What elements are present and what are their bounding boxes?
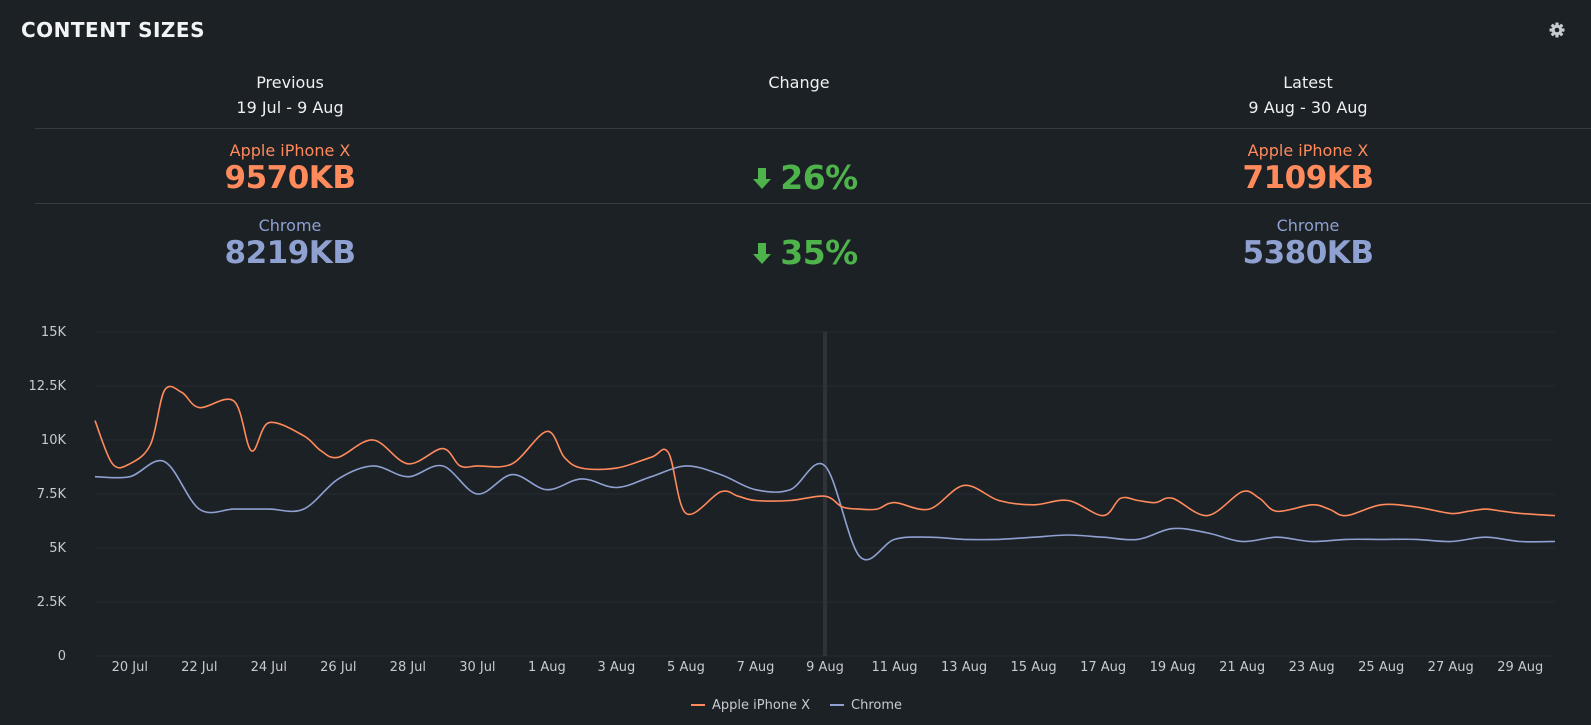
gear-icon[interactable]	[1547, 20, 1567, 40]
arrow-down-icon	[753, 243, 772, 264]
previous-iphone-metric: Apple iPhone X 9570KB	[90, 141, 490, 195]
device-label: Chrome	[258, 216, 322, 235]
y-tick-label: 10K	[41, 433, 67, 448]
x-tick-label: 23 Aug	[1289, 660, 1335, 675]
legend-label: Apple iPhone X	[712, 698, 810, 713]
x-tick-label: 25 Aug	[1358, 660, 1404, 675]
x-tick-label: 20 Jul	[112, 660, 148, 675]
x-tick-label: 1 Aug	[528, 660, 566, 675]
latest-iphone-metric: Apple iPhone X 7109KB	[1108, 141, 1508, 195]
change-value: 35%	[780, 233, 858, 272]
x-tick-label: 24 Jul	[251, 660, 287, 675]
chrome-change: 35%	[705, 233, 905, 272]
previous-heading: Previous	[256, 73, 324, 92]
latest-column-header: Latest 9 Aug - 30 Aug	[1108, 70, 1508, 120]
iphone-series-line	[94, 385, 1556, 517]
metric-value: 9570KB	[224, 160, 356, 196]
chrome-series-line	[94, 459, 1556, 561]
legend-label: Chrome	[851, 698, 902, 713]
x-tick-label: 30 Jul	[459, 660, 495, 675]
arrow-down-icon	[753, 168, 772, 189]
metric-value: 7109KB	[1242, 160, 1374, 196]
previous-column-header: Previous 19 Jul - 9 Aug	[90, 70, 490, 120]
x-tick-label: 17 Aug	[1080, 660, 1126, 675]
x-tick-label: 3 Aug	[598, 660, 636, 675]
x-tick-label: 13 Aug	[941, 660, 987, 675]
x-tick-label: 29 Aug	[1497, 660, 1543, 675]
device-label: Chrome	[1276, 216, 1340, 235]
device-label: Apple iPhone X	[1247, 141, 1369, 160]
x-tick-label: 9 Aug	[806, 660, 844, 675]
latest-date-range: 9 Aug - 30 Aug	[1248, 98, 1368, 117]
y-tick-label: 15K	[41, 325, 67, 340]
previous-chrome-metric: Chrome 8219KB	[90, 216, 490, 270]
metric-value: 8219KB	[224, 235, 356, 271]
x-tick-label: 22 Jul	[181, 660, 217, 675]
x-tick-label: 15 Aug	[1011, 660, 1057, 675]
y-tick-label: 0	[58, 649, 66, 664]
x-tick-label: 21 Aug	[1219, 660, 1265, 675]
change-column-header: Change	[599, 70, 999, 95]
divider	[35, 203, 1591, 204]
latest-heading: Latest	[1283, 73, 1333, 92]
y-tick-label: 5K	[49, 541, 66, 556]
x-tick-label: 19 Aug	[1150, 660, 1196, 675]
x-tick-label: 27 Aug	[1428, 660, 1474, 675]
change-heading: Change	[768, 73, 830, 92]
x-tick-label: 5 Aug	[667, 660, 705, 675]
x-tick-label: 7 Aug	[737, 660, 775, 675]
y-tick-label: 12.5K	[29, 379, 67, 394]
device-label: Apple iPhone X	[229, 141, 351, 160]
previous-date-range: 19 Jul - 9 Aug	[236, 98, 344, 117]
x-tick-label: 28 Jul	[390, 660, 426, 675]
x-tick-label: 11 Aug	[871, 660, 917, 675]
y-tick-label: 2.5K	[37, 595, 67, 610]
x-tick-label: 26 Jul	[320, 660, 356, 675]
latest-chrome-metric: Chrome 5380KB	[1108, 216, 1508, 270]
metric-value: 5380KB	[1242, 235, 1374, 271]
page-title: CONTENT SIZES	[21, 18, 205, 42]
y-tick-label: 7.5K	[37, 487, 67, 502]
iphone-change: 26%	[705, 158, 905, 197]
divider	[35, 128, 1591, 129]
change-value: 26%	[780, 158, 858, 197]
